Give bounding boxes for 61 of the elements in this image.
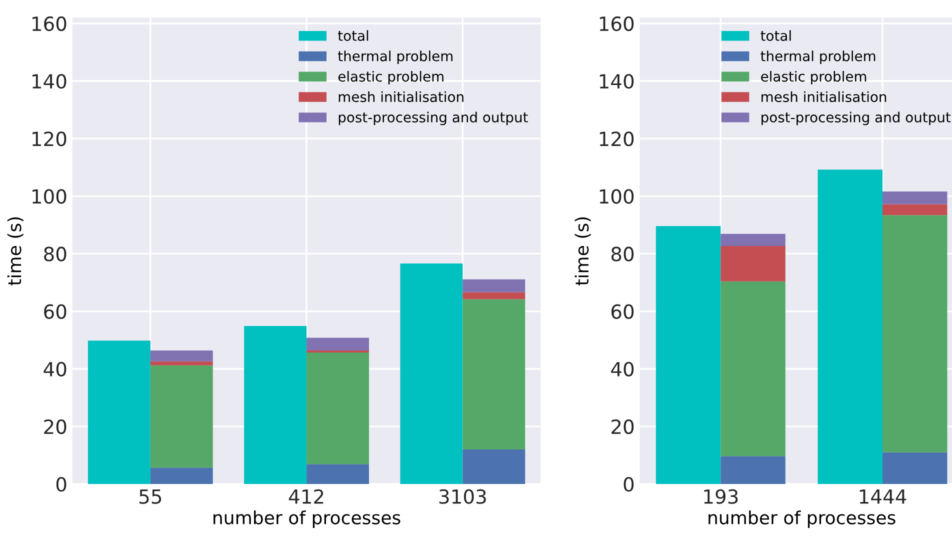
legend-label: mesh initialisation xyxy=(338,91,464,102)
bar xyxy=(720,456,786,484)
x-tick-label: 1444 xyxy=(860,489,906,504)
x-tick-label: 412 xyxy=(288,489,324,504)
legend-label: mesh initialisation xyxy=(762,91,886,102)
legend-label: total xyxy=(760,30,791,41)
x-tick-label: 3103 xyxy=(439,489,486,504)
y-axis-title: time (s) xyxy=(574,217,591,286)
bar xyxy=(882,452,948,484)
x-tick-label: 55 xyxy=(140,489,162,504)
y-tick-label: 20 xyxy=(44,419,66,434)
bar xyxy=(720,234,786,246)
y-tick-label: 140 xyxy=(600,74,634,89)
legend-label: total xyxy=(338,30,368,41)
y-axis-title: time (s) xyxy=(7,217,24,286)
legend-label: elastic problem xyxy=(338,70,444,84)
y-tick-label: 100 xyxy=(32,189,66,204)
x-axis-title: number of processes xyxy=(708,510,896,528)
y-tick-label: 120 xyxy=(32,132,66,146)
bar xyxy=(818,170,883,484)
bar xyxy=(306,338,369,350)
y-tick-label: 160 xyxy=(600,16,634,32)
bar xyxy=(462,449,526,484)
y-tick-label: 140 xyxy=(32,74,66,89)
y-tick-label: 80 xyxy=(44,246,66,262)
y-tick-label: 60 xyxy=(44,304,66,319)
legend-label: elastic problem xyxy=(761,70,866,84)
bar xyxy=(656,226,721,484)
bar xyxy=(88,340,150,484)
y-tick-label: 0 xyxy=(56,476,66,492)
bar xyxy=(400,264,463,484)
bar xyxy=(882,215,948,452)
legend-label: thermal problem xyxy=(338,50,452,64)
bar xyxy=(462,279,526,292)
y-tick-label: 20 xyxy=(612,419,634,434)
bar xyxy=(150,468,213,484)
bar xyxy=(882,204,948,216)
x-axis-title: number of processes xyxy=(214,510,400,528)
bar xyxy=(150,365,213,468)
bar xyxy=(882,192,948,204)
y-tick-label: 60 xyxy=(612,304,634,319)
legend-label: post-processing and output xyxy=(762,112,951,126)
bar xyxy=(720,281,786,456)
y-tick-label: 160 xyxy=(32,16,66,32)
bar xyxy=(462,299,526,450)
bar xyxy=(150,361,213,366)
y-tick-label: 100 xyxy=(600,189,634,204)
x-tick-label: 193 xyxy=(704,489,738,504)
legend-label: post-processing and output xyxy=(338,112,528,126)
y-tick-label: 40 xyxy=(611,362,634,377)
bar xyxy=(720,246,786,282)
y-tick-label: 120 xyxy=(600,132,634,146)
y-tick-label: 80 xyxy=(611,246,634,262)
bar xyxy=(244,326,307,484)
bar xyxy=(150,350,213,362)
legend-label: thermal problem xyxy=(760,50,876,64)
y-tick-label: 40 xyxy=(44,362,66,377)
bar xyxy=(306,352,369,464)
bar xyxy=(306,464,369,484)
bar xyxy=(462,292,526,300)
y-tick-label: 0 xyxy=(624,476,634,492)
